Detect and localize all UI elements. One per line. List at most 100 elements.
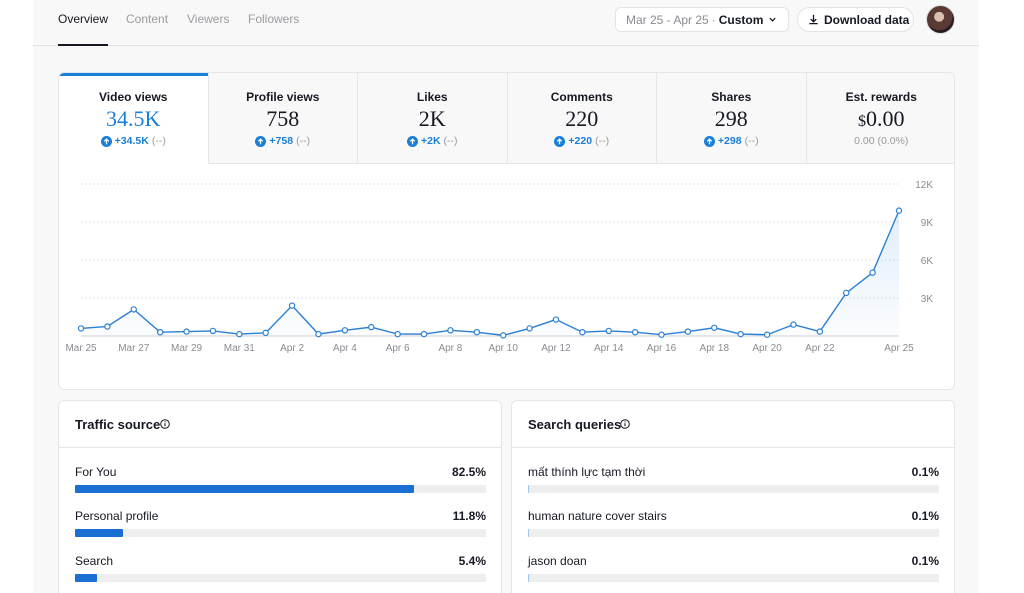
data-point (156, 328, 164, 336)
progress-fill (528, 529, 529, 537)
arrow-up-circle-icon (100, 135, 112, 147)
y-tick-label: 12K (915, 180, 933, 191)
active-tab-indicator (58, 44, 108, 46)
x-tick-label: Mar 29 (171, 343, 203, 354)
data-point (315, 330, 322, 338)
y-tick-label: 9K (921, 218, 934, 229)
x-tick-label: Apr 18 (700, 343, 730, 354)
series-line (80, 210, 900, 337)
data-point (631, 328, 639, 336)
date-separator: · (711, 12, 716, 27)
data-point (552, 316, 560, 323)
metric-previous: (--) (296, 135, 311, 147)
tab-content[interactable]: Content (126, 12, 169, 26)
data-point (473, 328, 481, 336)
metric-card-shares[interactable]: Shares 298 +298 (--) (657, 73, 807, 164)
data-point (499, 332, 507, 339)
traffic-source-title: Traffic source (75, 417, 161, 432)
data-point (288, 302, 296, 309)
tab-followers[interactable]: Followers (248, 12, 300, 26)
metric-label: Video views (99, 90, 168, 104)
metric-value: 220 (565, 106, 599, 131)
metric-label: Comments (550, 90, 613, 104)
row-percent: 0.1% (911, 465, 939, 479)
info-icon[interactable] (620, 419, 630, 429)
metric-card-video-views[interactable]: Video views 34.5K +34.5K (--) (59, 73, 209, 164)
list-item: For You 82.5% (75, 465, 486, 505)
download-label: Download data (824, 12, 910, 27)
list-item: jason doan 0.1% (528, 554, 939, 593)
metric-previous: (--) (744, 135, 759, 147)
list-item: Personal profile 11.8% (75, 509, 486, 549)
progress-track (528, 529, 939, 537)
arrow-up-circle-icon (703, 135, 715, 147)
overview-panel: Video views 34.5K +34.5K (--) Profile vi… (58, 72, 955, 390)
data-point (790, 321, 797, 328)
metric-change: +220 (--) (508, 135, 657, 147)
data-point (368, 323, 375, 331)
x-tick-label: Apr 2 (280, 343, 304, 354)
metric-change: +34.5K (--) (59, 135, 208, 147)
chevron-down-icon (769, 17, 777, 22)
metric-change-value: +298 (717, 135, 742, 147)
row-percent: 0.1% (911, 509, 939, 523)
metric-card-likes[interactable]: Likes 2K +2K (--) (358, 73, 508, 164)
x-tick-label: Apr 25 (884, 343, 914, 354)
metric-change: +2K (--) (358, 135, 507, 147)
metric-value: 758 (266, 106, 300, 131)
x-tick-label: Apr 14 (594, 343, 624, 354)
tab-overview[interactable]: Overview (58, 12, 109, 26)
data-point (869, 269, 876, 276)
data-point (236, 330, 243, 338)
data-point (895, 207, 903, 214)
list-item: mất thính lực tạm thời 0.1% (528, 465, 939, 505)
top-header: Overview Content Viewers Followers Mar 2… (33, 0, 979, 46)
metric-label: Shares (711, 90, 752, 104)
x-tick-label: Apr 22 (805, 343, 835, 354)
data-point (447, 327, 454, 334)
info-icon[interactable] (160, 419, 170, 429)
row-percent: 82.5% (451, 465, 486, 479)
progress-track (75, 485, 486, 493)
data-point (77, 325, 85, 332)
row-percent: 11.8% (452, 509, 486, 523)
metric-change: +758 (--) (209, 135, 358, 147)
progress-track (75, 574, 486, 582)
metric-card-est-rewards[interactable]: Est. rewards $0.00 0.00 (0.0%) (806, 73, 955, 164)
tab-viewers[interactable]: Viewers (187, 12, 230, 26)
avatar[interactable] (926, 5, 955, 34)
metric-change-value: +758 (269, 135, 294, 147)
data-point (420, 330, 428, 338)
data-point (711, 324, 718, 331)
progress-track (75, 529, 486, 537)
metric-card-profile-views[interactable]: Profile views 758 +758 (--) (208, 73, 358, 164)
row-label: For You (75, 465, 117, 479)
download-data-button[interactable]: Download data (797, 7, 914, 32)
data-point (130, 306, 137, 313)
series-area (81, 210, 899, 336)
currency-symbol: $ (858, 113, 866, 130)
progress-fill (528, 574, 529, 582)
progress-fill (75, 485, 415, 493)
x-tick-label: Apr 16 (647, 343, 677, 354)
list-item: Search 5.4% (75, 554, 486, 593)
row-label: mất thính lực tạm thời (528, 465, 646, 479)
y-tick-label: 6K (921, 256, 934, 267)
download-icon (809, 14, 818, 25)
metric-card-comments[interactable]: Comments 220 +220 (--) (507, 73, 657, 164)
traffic-source-panel: Traffic source For You 82.5% Personal pr… (58, 400, 502, 593)
date-range-selector[interactable]: Mar 25 - Apr 25 · Custom (615, 7, 789, 32)
metric-value-number: 0.00 (866, 106, 905, 131)
x-tick-label: Mar 25 (65, 343, 97, 354)
metric-label: Likes (416, 90, 448, 104)
x-tick-label: Apr 6 (386, 343, 410, 354)
data-point (658, 331, 665, 338)
row-label: human nature cover stairs (528, 509, 667, 523)
y-tick-label: 3K (921, 294, 934, 305)
row-label: jason doan (528, 554, 587, 568)
data-point (341, 327, 349, 334)
row-label: Search (75, 554, 114, 568)
metric-change: 0.00 (0.0%) (807, 135, 955, 147)
traffic-source-header: Traffic source (59, 401, 501, 448)
metric-label: Profile views (246, 90, 320, 104)
